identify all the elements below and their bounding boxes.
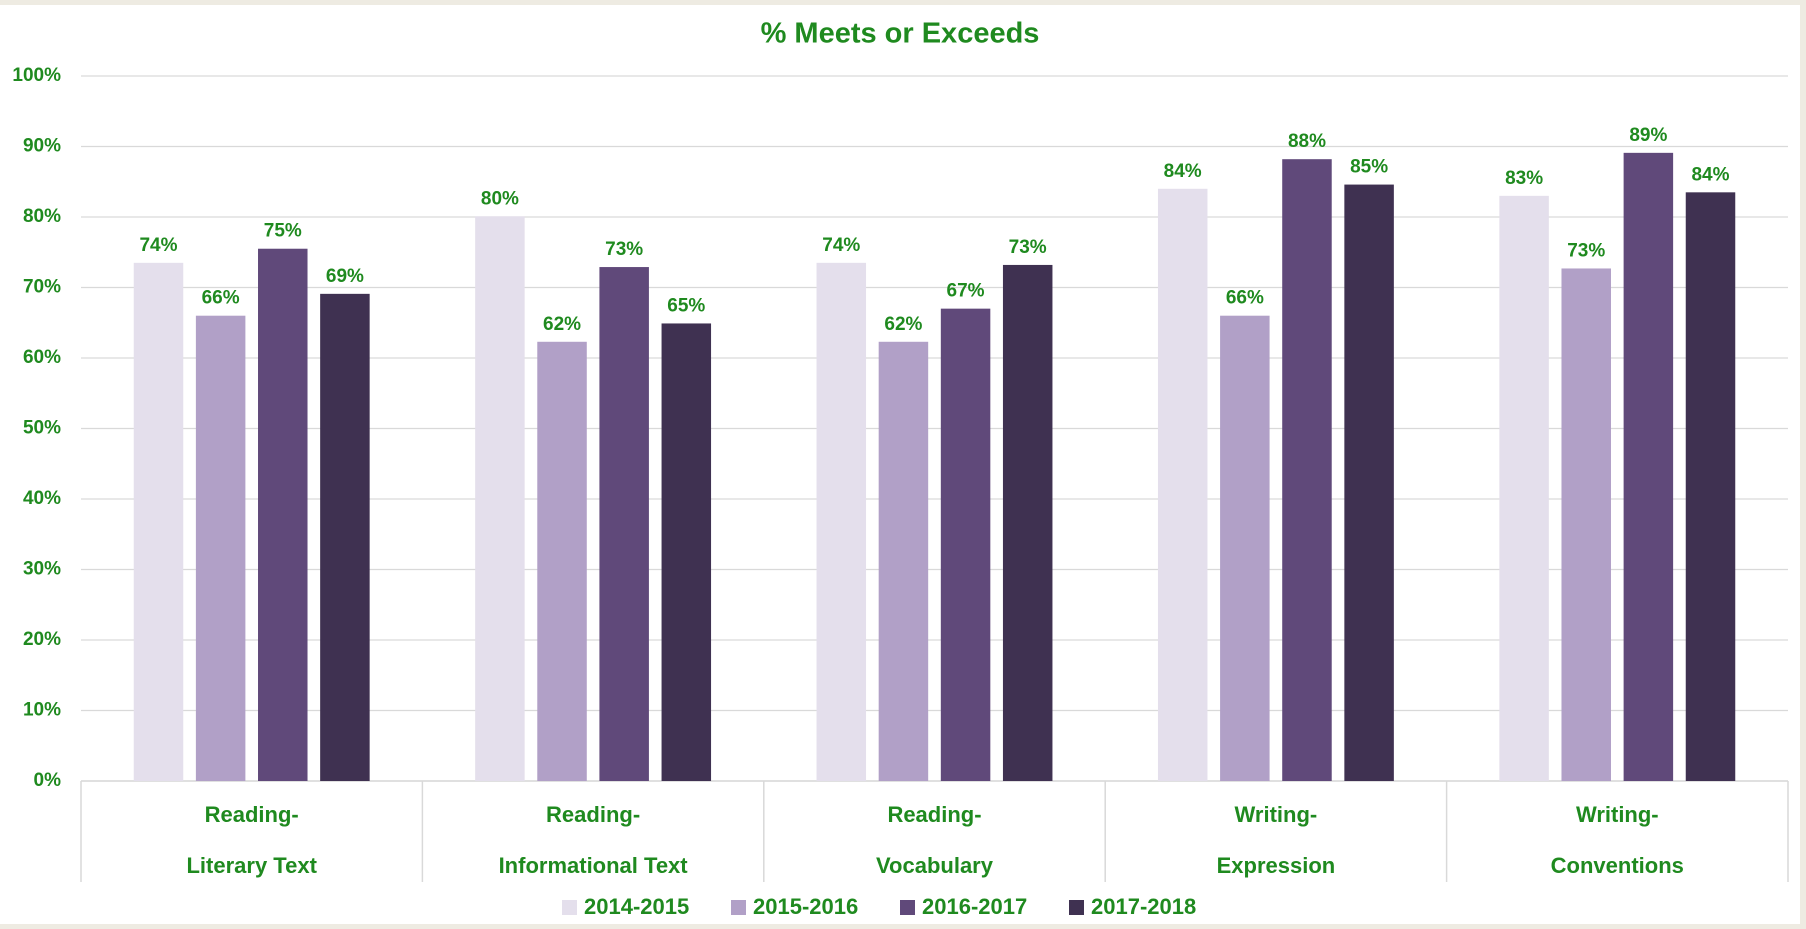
data-label: 67% xyxy=(947,281,985,302)
data-label: 88% xyxy=(1288,131,1326,152)
x-tick-label: Vocabulary xyxy=(876,853,994,878)
x-tick-label: Reading- xyxy=(887,802,981,827)
y-tick-label: 0% xyxy=(34,770,62,791)
bar xyxy=(599,267,649,781)
data-label: 85% xyxy=(1350,157,1388,178)
bar xyxy=(1344,184,1394,781)
x-tick-label: Literary Text xyxy=(186,853,317,878)
data-label: 75% xyxy=(264,221,302,242)
x-tick-label: Writing- xyxy=(1235,802,1318,827)
bar xyxy=(133,262,184,781)
data-label: 74% xyxy=(822,235,860,256)
legend-swatch xyxy=(1069,900,1084,915)
data-label: 66% xyxy=(1226,288,1264,309)
bar xyxy=(816,262,867,781)
x-tick-label: Reading- xyxy=(546,802,640,827)
bar xyxy=(1157,188,1208,782)
y-tick-label: 80% xyxy=(23,206,61,227)
y-tick-label: 30% xyxy=(23,559,61,580)
legend-swatch xyxy=(562,900,577,915)
y-tick-label: 100% xyxy=(12,65,61,86)
bar xyxy=(537,341,587,781)
data-label: 73% xyxy=(1009,237,1047,258)
bar xyxy=(878,341,929,781)
data-label: 83% xyxy=(1505,168,1543,189)
data-label: 74% xyxy=(139,235,177,256)
data-label: 66% xyxy=(202,288,240,309)
bar xyxy=(661,323,712,781)
bar xyxy=(1220,315,1270,781)
bar xyxy=(1282,159,1332,781)
bar xyxy=(1561,268,1611,782)
data-label: 84% xyxy=(1691,164,1729,185)
data-label: 69% xyxy=(326,266,364,287)
data-label: 89% xyxy=(1629,125,1667,146)
x-tick-label: Expression xyxy=(1217,853,1336,878)
y-tick-label: 90% xyxy=(23,136,61,157)
bar xyxy=(1499,195,1549,782)
data-label: 80% xyxy=(481,188,519,209)
legend-swatch xyxy=(900,900,915,915)
bar xyxy=(1685,192,1736,781)
y-tick-label: 50% xyxy=(23,418,61,439)
legend-label: 2016-2017 xyxy=(922,894,1027,919)
bar xyxy=(1623,152,1674,782)
legend-label: 2014-2015 xyxy=(584,894,689,919)
bar xyxy=(258,248,308,782)
x-tick-label: Conventions xyxy=(1551,853,1684,878)
bar xyxy=(940,308,991,781)
x-tick-label: Reading- xyxy=(205,802,299,827)
y-tick-label: 70% xyxy=(23,277,61,298)
legend-swatch xyxy=(731,900,746,915)
data-label: 73% xyxy=(1567,240,1605,261)
bar xyxy=(195,315,246,781)
data-label: 62% xyxy=(884,314,922,335)
legend-label: 2017-2018 xyxy=(1091,894,1196,919)
bar xyxy=(475,216,525,782)
x-tick-label: Informational Text xyxy=(499,853,689,878)
y-tick-label: 40% xyxy=(23,488,61,509)
bar xyxy=(1002,264,1053,781)
data-label: 65% xyxy=(667,295,705,316)
legend-label: 2015-2016 xyxy=(753,894,858,919)
data-label: 73% xyxy=(605,239,643,260)
bar xyxy=(320,293,370,781)
x-tick-label: Writing- xyxy=(1576,802,1659,827)
y-tick-label: 60% xyxy=(23,347,61,368)
y-tick-label: 10% xyxy=(23,700,61,721)
data-label: 84% xyxy=(1164,161,1202,182)
y-tick-label: 20% xyxy=(23,629,61,650)
data-label: 62% xyxy=(543,314,581,335)
chart-title: % Meets or Exceeds xyxy=(761,18,1040,50)
